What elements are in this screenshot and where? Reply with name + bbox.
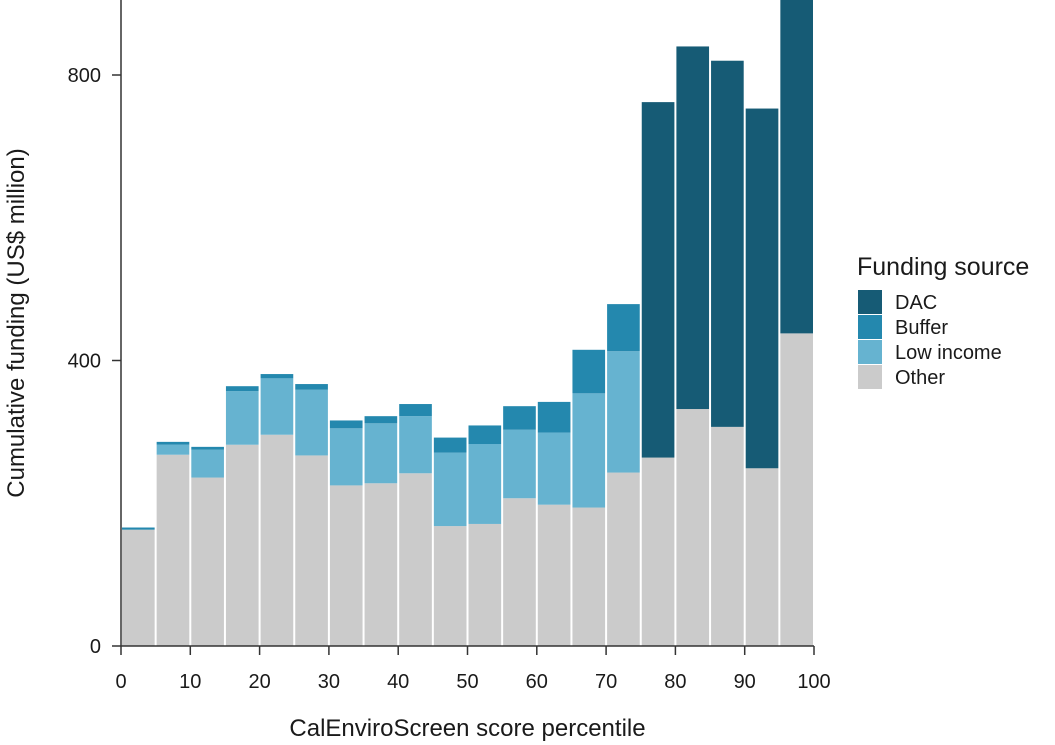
bar-segment-other-13 [572, 507, 606, 646]
bar-segment-low-income-14 [607, 351, 640, 473]
bar-segment-other-16 [676, 409, 710, 646]
x-tick-label: 80 [664, 671, 686, 693]
bar-segment-other-4 [260, 434, 294, 646]
bar-segment-low-income-1 [156, 444, 190, 455]
x-tick-label: 40 [387, 671, 409, 693]
legend: Funding source DAC Buffer Low income Other [857, 253, 1029, 389]
bar-segment-other-18 [745, 468, 779, 646]
bar-segment-low-income-13 [572, 393, 606, 508]
legend-swatch-buffer [858, 315, 882, 339]
y-axis-title: Cumulative funding (US$ million) [3, 148, 30, 497]
bar-segment-other-8 [399, 473, 432, 646]
legend-label-low-income: Low income [895, 342, 1002, 364]
axes: 0 10 20 30 40 50 60 70 80 90 100 0 400 800 CalEnviroSc… [3, 0, 831, 742]
bar-segment-other-1 [156, 454, 190, 646]
x-tick-label: 50 [456, 671, 478, 693]
bar-segment-other-11 [503, 498, 536, 646]
bar-segment-other-14 [607, 472, 640, 646]
bar-segment-other-2 [191, 477, 224, 646]
bar-segment-low-income-6 [329, 428, 363, 486]
bar-segment-buffer-4 [260, 374, 294, 379]
x-tick-label: 100 [797, 671, 830, 693]
legend-label-dac: DAC [895, 292, 937, 314]
bar-segment-buffer-0 [122, 527, 155, 530]
bar-segment-low-income-7 [364, 423, 398, 484]
bar-segment-buffer-10 [468, 425, 502, 445]
x-tick-label: 70 [595, 671, 617, 693]
bar-segment-low-income-12 [537, 432, 571, 505]
bar-segment-other-7 [364, 483, 398, 646]
bar-segment-other-10 [468, 523, 502, 646]
legend-title: Funding source [857, 253, 1029, 281]
bar-segment-low-income-8 [399, 416, 432, 474]
bar-segment-dac-16 [676, 46, 710, 410]
bar-segment-buffer-6 [329, 420, 363, 429]
legend-label-buffer: Buffer [895, 317, 948, 339]
bar-segment-buffer-1 [156, 441, 190, 445]
bars [122, 0, 813, 646]
legend-swatch-other [858, 365, 882, 389]
legend-swatch-low-income [858, 340, 882, 364]
bar-segment-buffer-12 [537, 401, 571, 433]
x-tick-label: 10 [179, 671, 201, 693]
bar-segment-other-12 [537, 504, 571, 646]
x-tick-label: 60 [526, 671, 548, 693]
bar-segment-dac-18 [745, 108, 779, 469]
x-tick-label: 30 [318, 671, 340, 693]
bar-segment-low-income-9 [433, 452, 467, 527]
bar-segment-other-5 [295, 455, 328, 646]
y-tick-label: 0 [90, 636, 101, 658]
bar-segment-other-15 [641, 457, 675, 646]
y-tick-label: 400 [68, 351, 101, 373]
bar-segment-low-income-10 [468, 444, 502, 524]
x-tick-label: 0 [115, 671, 126, 693]
bar-segment-low-income-5 [295, 389, 328, 456]
bar-segment-other-0 [122, 529, 155, 646]
bar-segment-low-income-4 [260, 378, 294, 435]
bar-segment-other-17 [711, 426, 744, 646]
bar-segment-other-6 [329, 485, 363, 646]
legend-swatch-dac [858, 290, 882, 314]
bar-segment-buffer-3 [225, 386, 259, 392]
bar-segment-buffer-5 [295, 384, 328, 390]
bar-segment-buffer-11 [503, 406, 536, 430]
bar-segment-dac-17 [711, 60, 744, 427]
bar-segment-buffer-13 [572, 349, 606, 394]
x-tick-label: 90 [734, 671, 756, 693]
bar-segment-buffer-2 [191, 446, 224, 450]
bar-segment-dac-19 [780, 0, 813, 334]
bar-segment-other-19 [780, 333, 813, 646]
bar-segment-dac-15 [641, 102, 675, 458]
bar-segment-buffer-9 [433, 437, 467, 453]
bar-segment-buffer-8 [399, 404, 432, 417]
y-tick-label: 800 [68, 65, 101, 87]
bar-segment-other-3 [225, 444, 259, 646]
bar-segment-low-income-11 [503, 429, 536, 499]
legend-label-other: Other [895, 367, 945, 389]
bar-segment-low-income-3 [225, 391, 259, 445]
bar-segment-low-income-2 [191, 449, 224, 478]
x-axis-title: CalEnviroScreen score percentile [289, 715, 645, 742]
x-tick-label: 20 [248, 671, 270, 693]
bar-segment-buffer-7 [364, 416, 398, 424]
bar-segment-other-9 [433, 526, 467, 646]
bar-segment-buffer-14 [607, 304, 640, 352]
